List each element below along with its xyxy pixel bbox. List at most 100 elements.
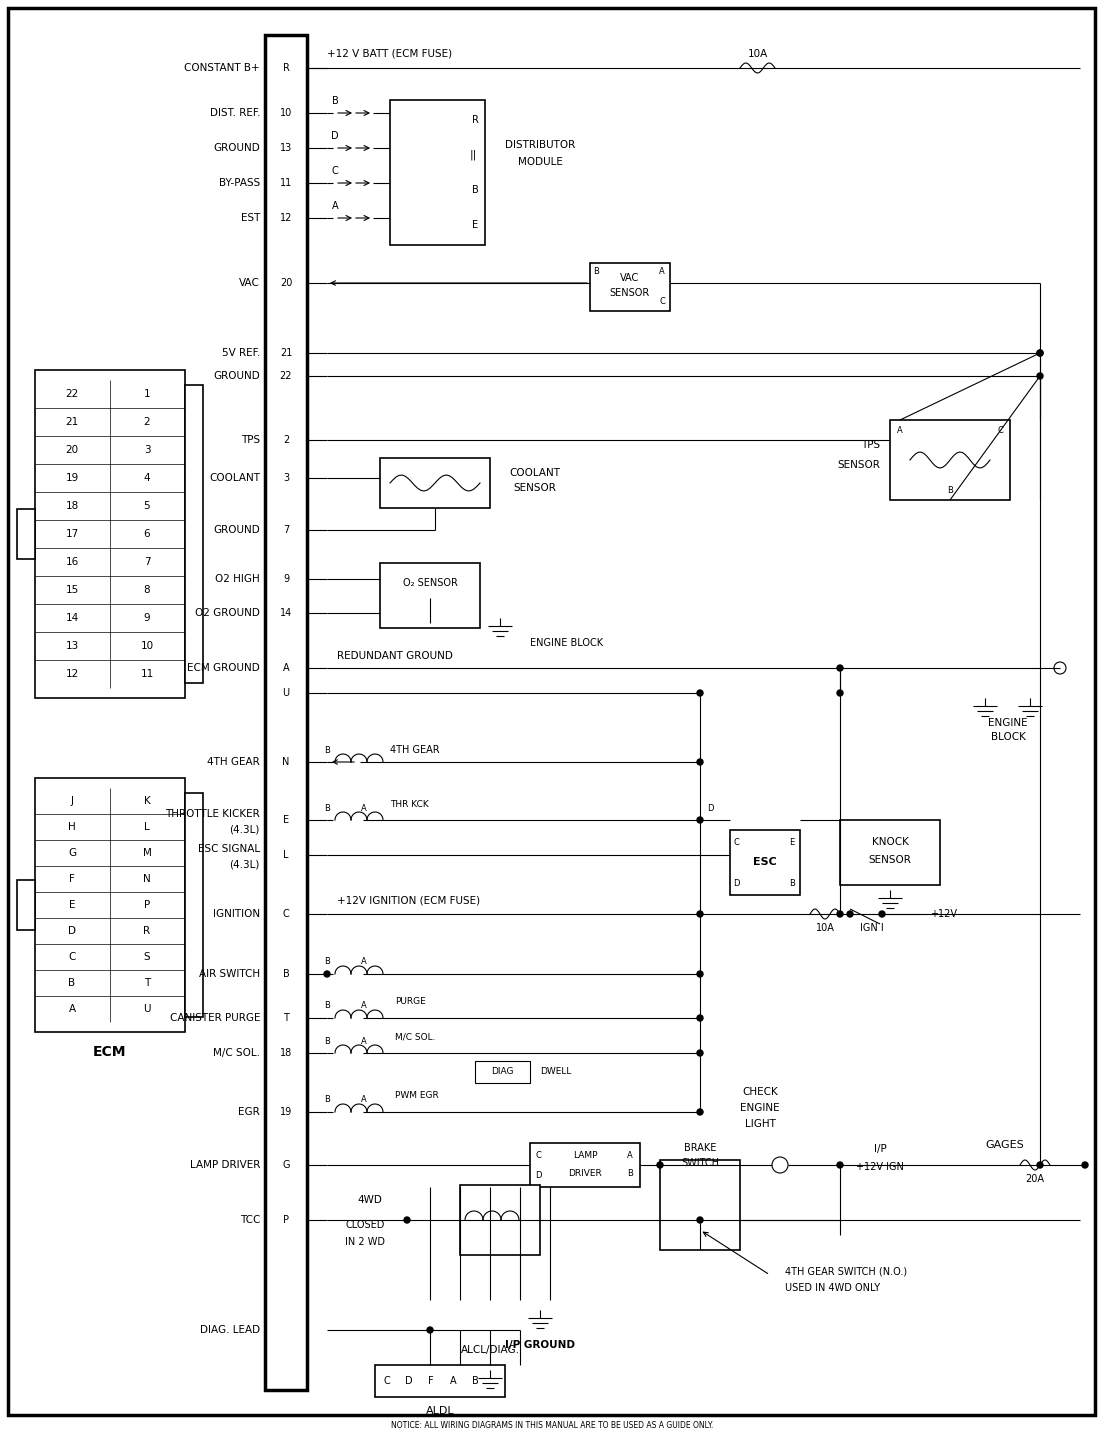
Text: 20: 20 [65,446,78,456]
Text: SWITCH: SWITCH [681,1158,719,1168]
Text: TCC: TCC [240,1215,261,1225]
Text: F: F [70,874,75,884]
Text: 14: 14 [65,613,78,623]
Text: T: T [283,1013,289,1023]
Text: 20: 20 [279,278,293,288]
Text: E: E [789,837,795,847]
Circle shape [847,911,853,917]
Text: 4: 4 [144,473,150,483]
Text: M: M [142,848,151,858]
Bar [475,1060,530,1083]
Text: GROUND: GROUND [213,524,261,535]
Text: R: R [283,63,289,73]
Text: P: P [283,1215,289,1225]
Text: B: B [325,1036,330,1046]
Text: ENGINE: ENGINE [988,718,1028,728]
Text: B: B [325,1002,330,1010]
Text: SENSOR: SENSOR [609,288,650,298]
Text: A: A [659,267,665,275]
Text: 9: 9 [144,613,150,623]
Text: A: A [361,1002,367,1010]
Text: A: A [68,1005,75,1015]
Text: 4TH GEAR: 4TH GEAR [208,757,261,767]
Bar [17,509,35,559]
Text: 9: 9 [283,575,289,585]
Text: A: A [361,957,367,966]
Circle shape [1037,350,1043,355]
Text: 10A: 10A [747,49,768,59]
Circle shape [427,1327,433,1333]
Text: T: T [144,977,150,987]
Text: CONSTANT B+: CONSTANT B+ [184,63,261,73]
Text: 12: 12 [65,669,78,679]
Text: 3: 3 [144,446,150,456]
Circle shape [1037,350,1043,355]
Text: O2 GROUND: O2 GROUND [195,608,261,618]
Text: C: C [997,426,1002,434]
Text: C: C [733,837,739,847]
Circle shape [837,1162,843,1168]
Text: BRAKE: BRAKE [683,1144,716,1154]
Text: DIAG: DIAG [491,1068,513,1076]
Text: B: B [325,745,330,755]
Bar [460,1185,540,1255]
Bar [530,1144,640,1187]
Text: IN 2 WD: IN 2 WD [344,1237,385,1247]
Circle shape [837,691,843,696]
Text: 20A: 20A [1026,1174,1044,1184]
Text: R: R [144,926,150,936]
Bar [840,820,940,886]
Text: 13: 13 [280,143,293,153]
Text: AIR SWITCH: AIR SWITCH [199,969,261,979]
Bar [590,264,670,311]
Text: +12V IGN: +12V IGN [856,1162,904,1172]
Text: R: R [471,115,478,125]
Text: L: L [145,823,150,833]
Text: 7: 7 [283,524,289,535]
Text: K: K [144,795,150,805]
Text: N: N [144,874,151,884]
Text: B: B [471,185,478,195]
Text: REDUNDANT GROUND: REDUNDANT GROUND [337,651,453,661]
Text: A: A [449,1376,456,1386]
Text: CHECK: CHECK [742,1088,778,1098]
Text: 19: 19 [280,1108,293,1116]
Text: SENSOR: SENSOR [513,483,556,493]
Bar [660,1159,740,1250]
Text: D: D [534,1171,541,1179]
Text: D: D [68,926,76,936]
Text: 6: 6 [144,529,150,539]
Text: M/C SOL.: M/C SOL. [395,1033,435,1042]
Text: 4WD: 4WD [358,1195,382,1205]
Circle shape [837,911,843,917]
Circle shape [697,1217,703,1222]
Text: 5: 5 [144,502,150,512]
Text: 4TH GEAR: 4TH GEAR [390,745,439,755]
Text: DIAG. LEAD: DIAG. LEAD [200,1326,261,1336]
Text: +12V: +12V [930,909,957,919]
Circle shape [1037,373,1043,378]
Text: TPS: TPS [241,436,261,446]
Text: 21: 21 [65,417,78,427]
Text: A: A [361,1036,367,1046]
Text: A: A [283,663,289,674]
Text: 13: 13 [65,641,78,651]
Bar [35,778,185,1032]
Text: EGR: EGR [238,1108,261,1116]
Text: ||: || [469,150,477,160]
Text: I/P: I/P [873,1144,887,1154]
Text: I/P GROUND: I/P GROUND [505,1340,575,1350]
Text: H: H [68,823,76,833]
Text: NOTICE: ALL WIRING DIAGRAMS IN THIS MANUAL ARE TO BE USED AS A GUIDE ONLY.: NOTICE: ALL WIRING DIAGRAMS IN THIS MANU… [391,1420,713,1430]
Text: A: A [361,804,367,813]
Text: B: B [471,1376,478,1386]
Bar [185,385,203,684]
Bar [375,1366,505,1397]
Circle shape [697,1050,703,1056]
Text: B: B [68,977,75,987]
Text: LAMP: LAMP [573,1151,597,1159]
Text: ESC: ESC [753,857,777,867]
Text: (4.3L): (4.3L) [230,858,261,868]
Text: L: L [284,850,289,860]
Text: D: D [331,130,339,140]
